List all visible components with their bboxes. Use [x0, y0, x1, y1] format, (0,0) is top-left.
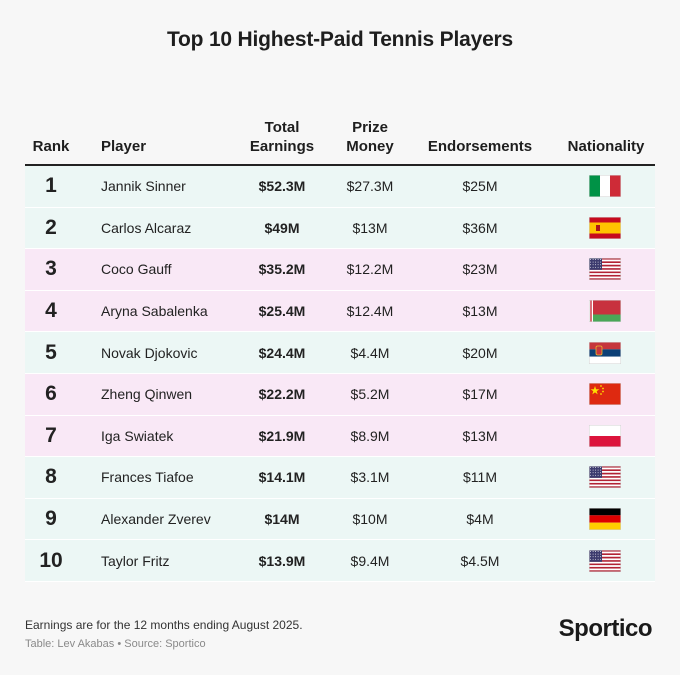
prize-money-cell: $12.4M — [346, 303, 394, 320]
header-total-earnings: Total Earnings — [249, 119, 315, 155]
total-earnings-cell: $13.9M — [258, 552, 306, 569]
total-earnings-cell: $35.2M — [258, 261, 306, 278]
player-cell: Jannik Sinner — [101, 178, 186, 195]
player-cell: Novak Djokovic — [101, 344, 198, 361]
endorsements-cell: $13M — [462, 427, 498, 444]
endorsements-cell: $13M — [462, 303, 498, 320]
player-cell: Coco Gauff — [101, 261, 172, 278]
nationality-cell — [573, 249, 637, 290]
chart-title: Top 10 Highest-Paid Tennis Players — [166, 28, 514, 51]
nationality-cell — [573, 166, 637, 207]
table-header: Rank Player Total Earnings Prize Money E… — [25, 118, 655, 166]
total-earnings-cell: $49M — [264, 219, 300, 236]
table-row: 10 Taylor Fritz $13.9M $9.4M $4.5M — [25, 540, 655, 582]
earnings-table: Rank Player Total Earnings Prize Money E… — [25, 118, 655, 582]
table-row: 1 Jannik Sinner $52.3M $27.3M $25M — [25, 166, 655, 208]
header-endorsements: Endorsements — [427, 138, 533, 155]
player-cell: Carlos Alcaraz — [101, 219, 192, 236]
prize-money-cell: $12.2M — [346, 261, 394, 278]
germany-flag-icon — [589, 508, 621, 531]
header-player: Player — [101, 138, 147, 155]
player-cell: Aryna Sabalenka — [101, 303, 208, 320]
prize-money-cell: $4.4M — [350, 344, 390, 361]
prize-money-cell: $27.3M — [346, 178, 394, 195]
usa-flag-icon — [589, 258, 621, 281]
endorsements-cell: $4.5M — [460, 552, 500, 569]
player-cell: Iga Swiatek — [101, 427, 174, 444]
prize-money-cell: $3.1M — [350, 469, 390, 486]
nationality-cell — [573, 332, 637, 373]
poland-flag-icon — [589, 424, 621, 447]
total-earnings-cell: $14M — [264, 511, 300, 528]
rank-cell: 1 — [45, 174, 57, 198]
prize-money-cell: $9.4M — [350, 552, 390, 569]
italy-flag-icon — [589, 175, 621, 198]
table-row: 3 Coco Gauff $35.2M $12.2M $23M — [25, 249, 655, 291]
table-row: 9 Alexander Zverev $14M $10M $4M — [25, 498, 655, 541]
rank-cell: 2 — [45, 215, 57, 239]
sportico-logo: Sportico — [558, 615, 653, 642]
header-prize-money: Prize Money — [346, 119, 394, 155]
table-row: 2 Carlos Alcaraz $49M $13M $36M — [25, 207, 655, 250]
table-row: 6 Zheng Qinwen $22.2M $5.2M $17M — [25, 373, 655, 416]
nationality-cell — [573, 499, 637, 540]
table-row: 8 Frances Tiafoe $14.1M $3.1M $11M — [25, 457, 655, 499]
nationality-cell — [573, 540, 637, 581]
rank-cell: 4 — [45, 299, 57, 323]
total-earnings-cell: $25.4M — [258, 303, 306, 320]
player-cell: Taylor Fritz — [101, 552, 170, 569]
player-cell: Alexander Zverev — [101, 511, 211, 528]
prize-money-cell: $10M — [352, 511, 388, 528]
rank-cell: 5 — [45, 340, 57, 364]
table-row: 4 Aryna Sabalenka $25.4M $12.4M $13M — [25, 290, 655, 333]
nationality-cell — [573, 416, 637, 457]
serbia-flag-icon — [589, 341, 621, 364]
total-earnings-cell: $52.3M — [258, 178, 306, 195]
rank-cell: 6 — [45, 382, 57, 406]
nationality-cell — [573, 374, 637, 415]
rank-cell: 9 — [45, 507, 57, 531]
header-nationality: Nationality — [567, 138, 645, 155]
nationality-cell — [573, 457, 637, 498]
endorsements-cell: $23M — [462, 261, 498, 278]
prize-money-cell: $5.2M — [350, 386, 390, 403]
usa-flag-icon — [589, 549, 621, 572]
total-earnings-cell: $14.1M — [258, 469, 306, 486]
endorsements-cell: $17M — [462, 386, 498, 403]
table-row: 5 Novak Djokovic $24.4M $4.4M $20M — [25, 332, 655, 374]
player-cell: Frances Tiafoe — [101, 469, 194, 486]
prize-money-cell: $13M — [352, 219, 388, 236]
footnote: Earnings are for the 12 months ending Au… — [25, 618, 303, 632]
rank-cell: 7 — [45, 423, 57, 447]
usa-flag-icon — [589, 466, 621, 489]
total-earnings-cell: $21.9M — [258, 427, 306, 444]
endorsements-cell: $25M — [462, 178, 498, 195]
endorsements-cell: $36M — [462, 219, 498, 236]
source-credit: Table: Lev Akabas • Source: Sportico — [25, 638, 206, 650]
rank-cell: 10 — [39, 548, 63, 572]
spain-flag-icon — [589, 216, 621, 239]
china-flag-icon — [589, 383, 621, 406]
table-body: 1 Jannik Sinner $52.3M $27.3M $25M 2 Carlos Al… — [25, 166, 655, 582]
nationality-cell — [573, 208, 637, 249]
endorsements-cell: $11M — [463, 469, 497, 486]
player-cell: Zheng Qinwen — [101, 386, 193, 403]
header-rank: Rank — [32, 138, 70, 155]
total-earnings-cell: $24.4M — [258, 344, 306, 361]
table-row: 7 Iga Swiatek $21.9M $8.9M $13M — [25, 415, 655, 458]
endorsements-cell: $20M — [462, 344, 498, 361]
rank-cell: 3 — [45, 257, 57, 281]
belarus-flag-icon — [589, 300, 621, 323]
endorsements-cell: $4M — [466, 511, 494, 528]
total-earnings-cell: $22.2M — [258, 386, 306, 403]
nationality-cell — [573, 291, 637, 332]
prize-money-cell: $8.9M — [350, 427, 390, 444]
rank-cell: 8 — [45, 465, 57, 489]
